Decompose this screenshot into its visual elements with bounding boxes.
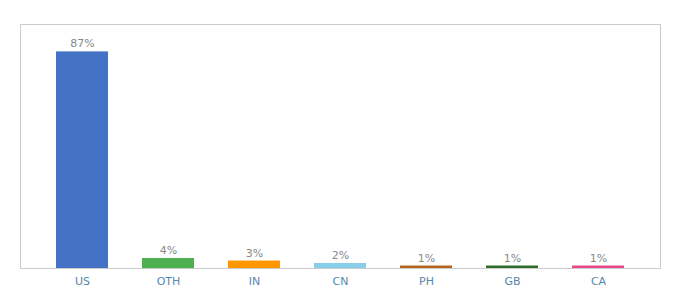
svg-text:CA: CA xyxy=(591,275,607,288)
svg-text:1%: 1% xyxy=(418,252,435,265)
svg-text:87%: 87% xyxy=(70,37,94,50)
svg-text:US: US xyxy=(75,275,90,288)
svg-text:PH: PH xyxy=(419,275,434,288)
svg-text:1%: 1% xyxy=(504,252,521,265)
svg-text:1%: 1% xyxy=(590,252,607,265)
svg-text:GB: GB xyxy=(504,275,520,288)
svg-text:4%: 4% xyxy=(160,244,177,257)
svg-text:3%: 3% xyxy=(246,247,263,260)
svg-text:2%: 2% xyxy=(332,249,349,262)
svg-text:OTH: OTH xyxy=(157,275,181,288)
svg-text:IN: IN xyxy=(249,275,260,288)
svg-text:CN: CN xyxy=(333,275,349,288)
